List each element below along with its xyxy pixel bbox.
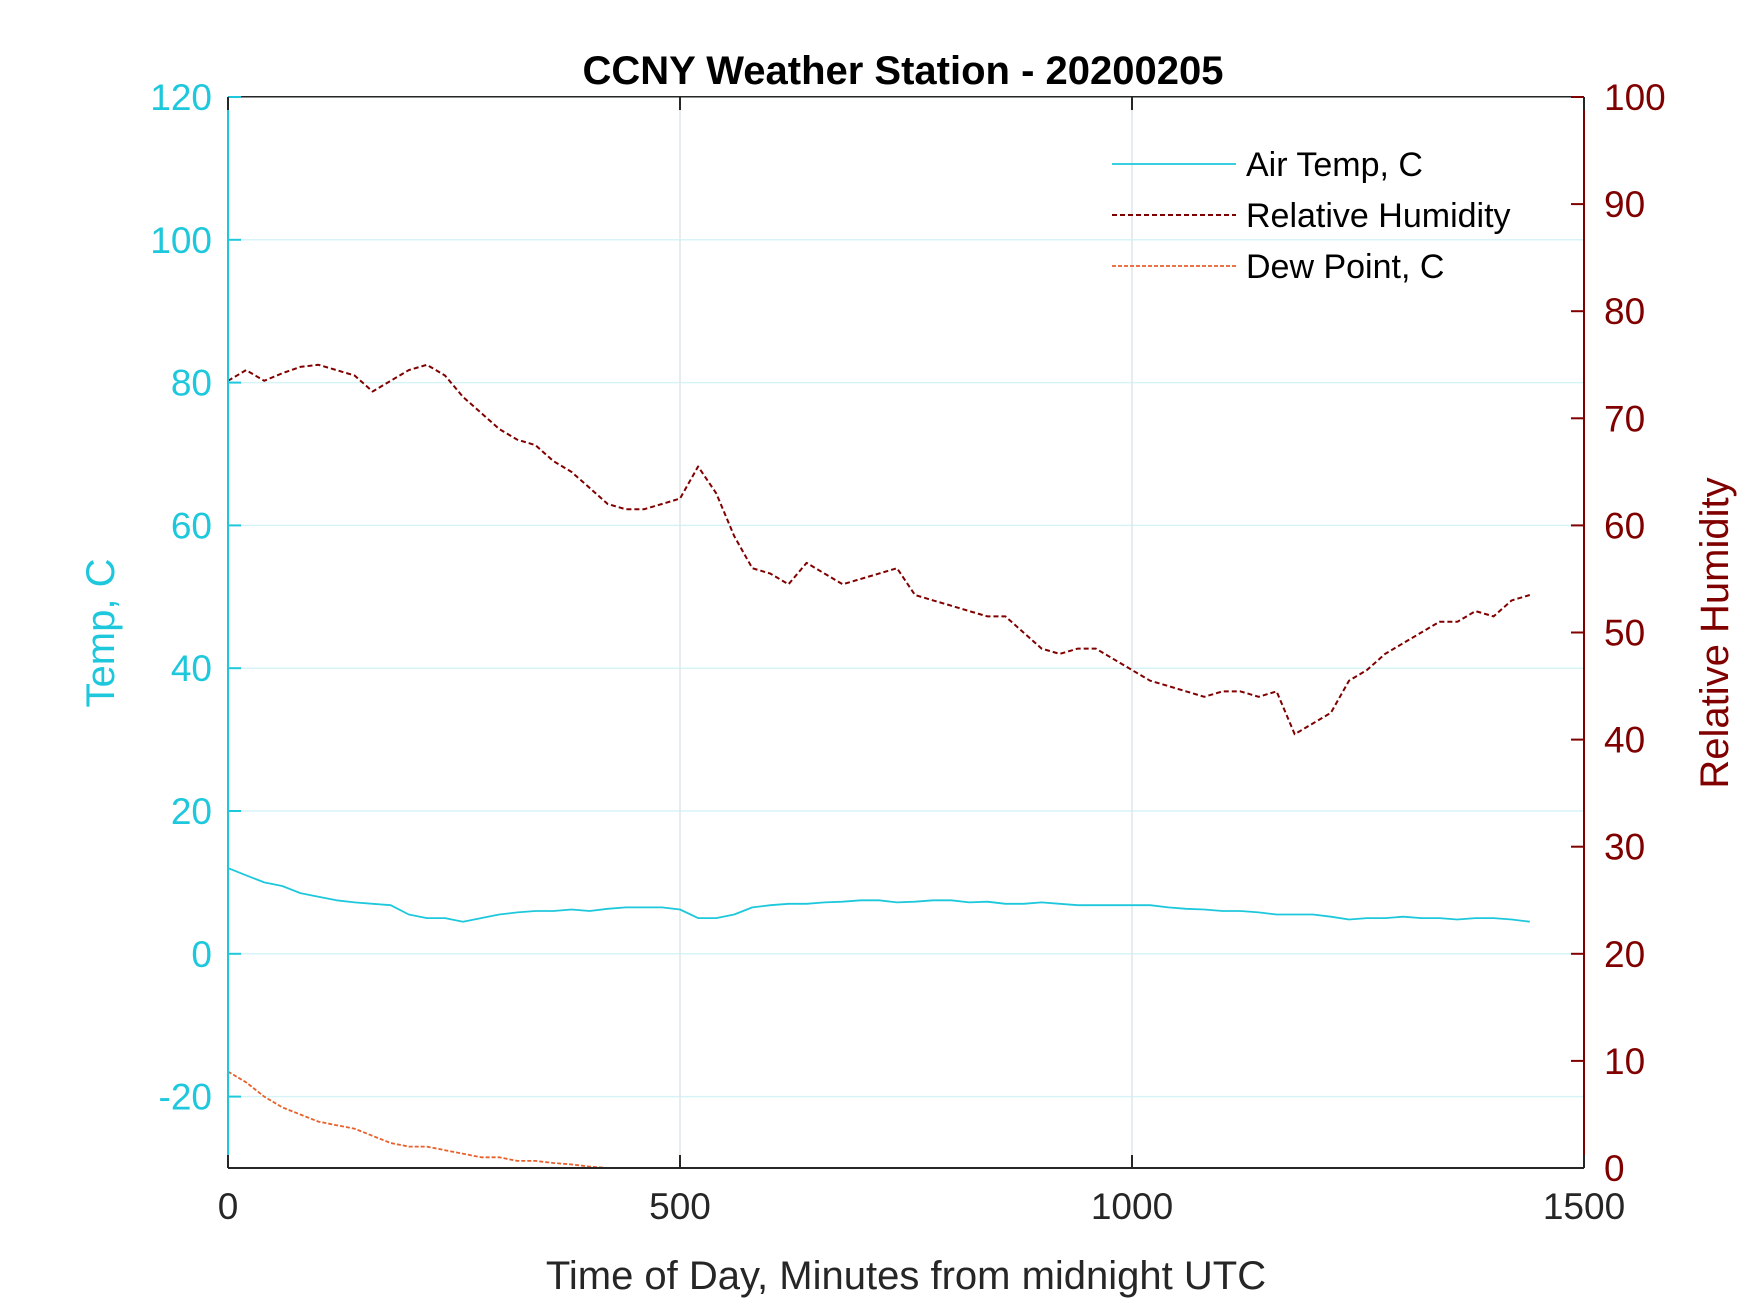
y-axis-right-label: Relative Humidity (1693, 477, 1737, 788)
x-axis-label: Time of Day, Minutes from midnight UTC (546, 1254, 1266, 1298)
y-tick-left-label: 100 (150, 220, 212, 261)
y-tick-right-label: 90 (1604, 184, 1645, 225)
y-tick-left-label: -20 (159, 1077, 212, 1118)
x-tick-label: 1000 (1091, 1186, 1173, 1227)
y-tick-right-label: 20 (1604, 934, 1645, 975)
y-tick-right-label: 0 (1604, 1148, 1625, 1189)
y-tick-left-label: 120 (150, 77, 212, 118)
series-line-dew-point-c (227, 1070, 662, 1169)
y-tick-left-label: 0 (191, 934, 212, 975)
series-layer (227, 363, 1531, 1169)
legend-entry-dew-point: Dew Point, C (1246, 248, 1444, 286)
y-tick-left-label: 20 (171, 791, 212, 832)
chart-title: CCNY Weather Station - 20200205 (583, 49, 1224, 93)
y-tick-right-label: 30 (1604, 827, 1645, 868)
legend-entry-relative-humidity: Relative Humidity (1246, 197, 1511, 235)
y-tick-left-label: 80 (171, 363, 212, 404)
x-tick-label: 1500 (1543, 1186, 1625, 1227)
y-tick-left-label: 40 (171, 648, 212, 689)
axes: -20 0 20 40 60 80 100 120 0 10 20 30 40 50 60 70 80 90 100… (150, 77, 1665, 1227)
series-line-relative-humidity (227, 363, 1531, 736)
y-tick-right-label: 50 (1604, 613, 1645, 654)
x-tick-label: 0 (218, 1186, 239, 1227)
y-tick-right-label: 100 (1604, 77, 1666, 118)
y-tick-right-label: 40 (1604, 720, 1645, 761)
y-tick-right-label: 70 (1604, 398, 1645, 439)
y-tick-right-label: 60 (1604, 505, 1645, 546)
plot-frame-top (228, 96, 1584, 98)
y-tick-left-label: 60 (171, 505, 212, 546)
x-tick-label: 500 (649, 1186, 711, 1227)
legend-entry-air-temp: Air Temp, C (1246, 146, 1423, 184)
y-axis-left-label: Temp, C (79, 559, 123, 708)
y-tick-right-label: 80 (1604, 291, 1645, 332)
y-tick-right-label: 10 (1604, 1041, 1645, 1082)
legend: Air Temp, C Relative Humidity Dew Point,… (1112, 146, 1511, 286)
series-line-air-temp-c (227, 867, 1530, 923)
